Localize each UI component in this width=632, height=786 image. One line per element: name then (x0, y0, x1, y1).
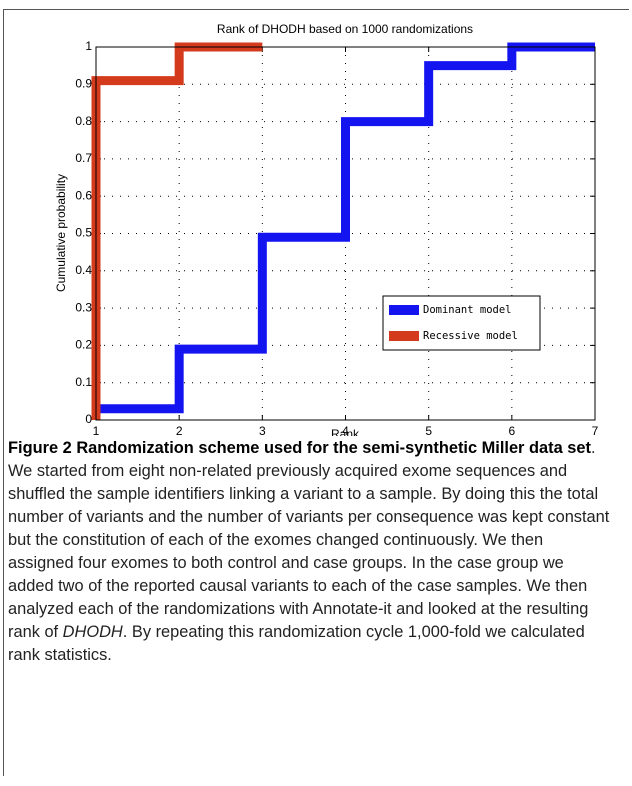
y-tick-label: 0.5 (75, 226, 92, 240)
y-tick-label: 0.6 (75, 188, 92, 202)
caption-italic: DHODH (62, 623, 123, 641)
caption-label: Figure 2 (8, 439, 72, 457)
y-tick-label: 1 (85, 39, 92, 53)
step-line (96, 42, 595, 414)
y-tick-label: 0.8 (75, 114, 92, 128)
legend-swatch (389, 331, 419, 341)
chart: Rank of DHODH based on 1000 randomizatio… (54, 22, 599, 436)
x-tick-label: 2 (176, 424, 183, 436)
y-tick-label: 0.2 (75, 338, 92, 352)
x-tick-label: 5 (425, 424, 432, 436)
figure-caption: Figure 2 Randomization scheme used for t… (8, 437, 612, 667)
y-axis-label: Cumulative probability (54, 174, 68, 292)
frame-line (3, 9, 4, 776)
x-axis-label: Rank (331, 427, 360, 436)
caption-text: . We started from eight non-related prev… (8, 439, 610, 641)
y-tick-label: 0.7 (75, 151, 92, 165)
x-tick-label: 1 (93, 424, 100, 436)
x-tick-label: 6 (508, 424, 515, 436)
x-tick-label: 4 (342, 424, 349, 436)
y-tick-label: 0.4 (75, 263, 92, 277)
chart-title: Rank of DHODH based on 1000 randomizatio… (217, 22, 473, 36)
y-tick-label: 0 (85, 412, 92, 426)
caption-text: . By repeating this randomization cycle … (8, 623, 585, 664)
x-tick-label: 7 (592, 424, 599, 436)
x-tick-label: 3 (259, 424, 266, 436)
y-tick-label: 0.9 (75, 76, 92, 90)
legend-label: Dominant model (423, 304, 512, 316)
y-tick-label: 0.1 (75, 375, 92, 389)
legend-swatch (389, 305, 419, 315)
axes-box (95, 46, 596, 421)
legend-label: Recessive model (423, 330, 518, 342)
y-tick-label: 0.3 (75, 300, 92, 314)
frame-line (3, 9, 629, 10)
caption-title: Randomization scheme used for the semi-s… (76, 439, 591, 457)
